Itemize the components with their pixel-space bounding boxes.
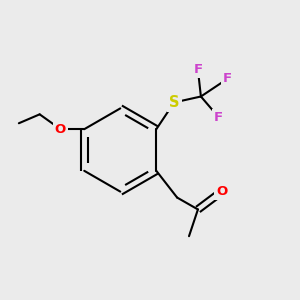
Text: O: O bbox=[216, 185, 227, 198]
Text: F: F bbox=[223, 72, 232, 85]
Text: S: S bbox=[169, 95, 179, 110]
Text: F: F bbox=[194, 63, 202, 76]
Text: F: F bbox=[214, 111, 223, 124]
Text: O: O bbox=[55, 123, 66, 136]
